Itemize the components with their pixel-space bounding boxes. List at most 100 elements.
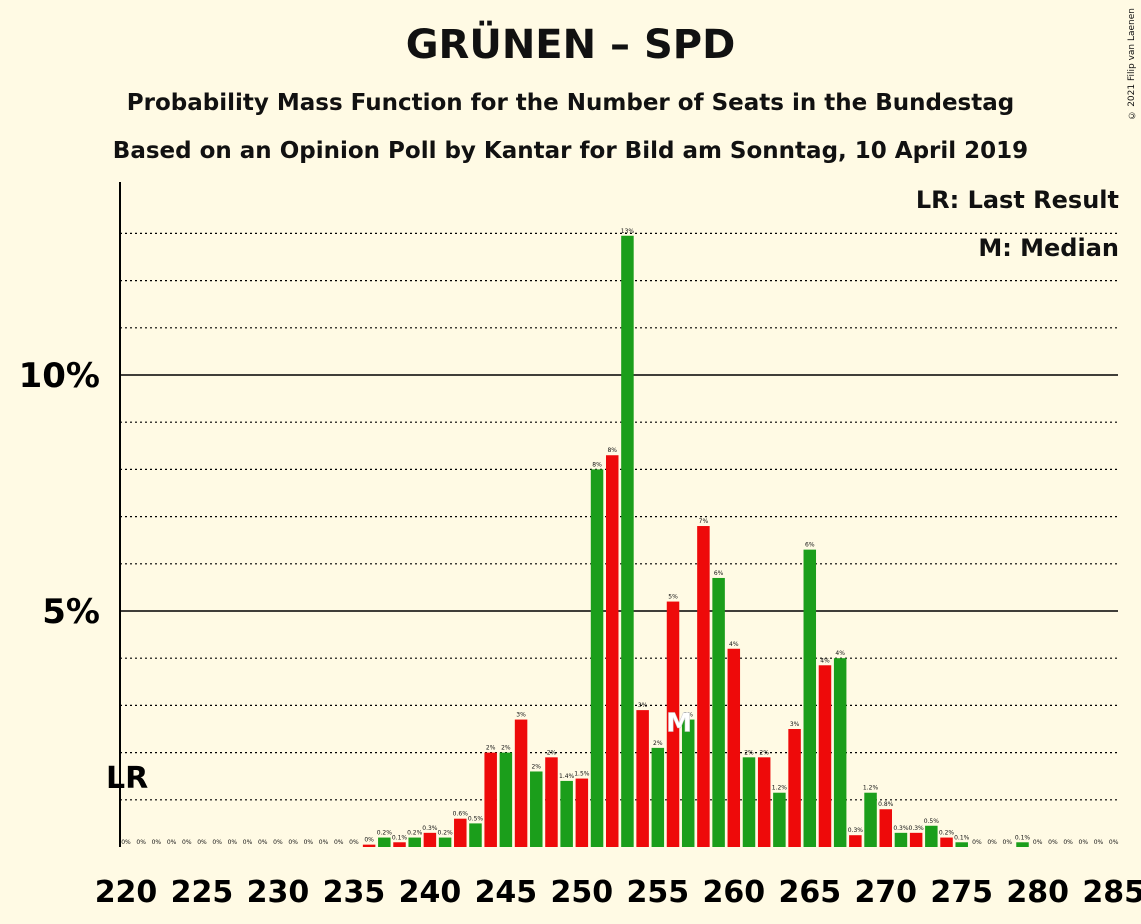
bar-label-seat-285: 0%	[1109, 839, 1119, 846]
bar-seat-265	[803, 549, 817, 847]
bar-label-seat-271: 0.3%	[893, 825, 909, 832]
bar-seat-246	[514, 719, 528, 847]
bar-label-seat-245: 2%	[501, 745, 511, 752]
bar-label-seat-234: 0%	[334, 839, 344, 846]
x-tick-label: 220	[95, 875, 158, 910]
bar-seat-244	[484, 752, 497, 847]
bar-seat-271	[894, 832, 908, 847]
x-tick-label: 275	[930, 875, 993, 910]
bar-label-seat-237: 0.2%	[377, 830, 393, 837]
bar-label-seat-236: 0%	[364, 837, 374, 844]
bar-seat-254	[636, 710, 649, 847]
bar-seat-279	[1016, 842, 1029, 847]
x-tick-label: 235	[323, 875, 386, 910]
bar-seat-275	[955, 842, 968, 847]
bar-label-seat-272: 0.3%	[909, 825, 925, 832]
bar-seat-272	[909, 832, 923, 847]
chart-subtitle: Probability Mass Function for the Number…	[126, 90, 1015, 116]
bar-label-seat-229: 0%	[258, 839, 268, 846]
bar-label-seat-250: 1.5%	[574, 771, 590, 778]
bar-label-seat-253: 13%	[621, 228, 635, 235]
bar-label-seat-261: 2%	[744, 749, 754, 756]
bar-label-seat-283: 0%	[1079, 839, 1089, 846]
bar-label-seat-254: 3%	[638, 702, 648, 709]
x-tick-label: 240	[399, 875, 462, 910]
bar-seat-274	[940, 837, 953, 847]
bar-label-seat-255: 2%	[653, 740, 663, 747]
bar-label-seat-241: 0.2%	[437, 830, 453, 837]
bar-seat-236	[362, 844, 376, 847]
bar-seat-253	[621, 235, 634, 847]
bar-seat-248	[545, 757, 558, 847]
bar-label-seat-273: 0.5%	[924, 818, 940, 825]
bar-label-seat-258: 7%	[699, 518, 709, 525]
bar-seat-252	[605, 455, 619, 847]
bar-label-seat-256: 5%	[668, 594, 678, 601]
x-tick-label: 225	[171, 875, 234, 910]
bar-label-seat-221: 0%	[136, 839, 146, 846]
bar-label-seat-232: 0%	[304, 839, 314, 846]
bar-label-seat-257: 3%	[683, 712, 693, 719]
bar-label-seat-233: 0%	[319, 839, 329, 846]
bar-seat-247	[530, 771, 543, 847]
bar-seat-263	[773, 792, 786, 847]
bar-label-seat-260: 4%	[729, 641, 739, 648]
bar-seat-243	[469, 823, 482, 847]
bar-label-seat-226: 0%	[212, 839, 222, 846]
x-tick-label: 270	[854, 875, 917, 910]
bar-label-seat-266: 4%	[820, 657, 830, 664]
bar-label-seat-231: 0%	[288, 839, 298, 846]
median-marker: M	[666, 709, 692, 739]
bar-label-seat-282: 0%	[1063, 839, 1073, 846]
bar-seat-262	[757, 757, 771, 847]
bar-label-seat-247: 2%	[531, 763, 541, 770]
bar-seat-268	[849, 835, 862, 847]
bar-label-seat-242: 0.6%	[453, 811, 469, 818]
bar-label-seat-275: 0.1%	[954, 834, 970, 841]
bar-label-seat-259: 6%	[714, 570, 724, 577]
bar-label-seat-243: 0.5%	[468, 815, 484, 822]
bar-seat-273	[925, 825, 938, 847]
bar-seat-239	[408, 837, 421, 847]
last-result-marker: LR	[106, 761, 148, 796]
bar-label-seat-244: 2%	[486, 745, 496, 752]
bar-seat-250	[575, 778, 589, 847]
bar-label-seat-251: 8%	[592, 461, 602, 468]
bar-seat-249	[560, 780, 573, 847]
bar-label-seat-220: 0%	[121, 839, 131, 846]
bar-label-seat-235: 0%	[349, 839, 359, 846]
bar-seat-259	[712, 577, 725, 847]
x-tick-label: 285	[1082, 875, 1141, 910]
bar-seat-257	[681, 719, 695, 847]
legend-last-result: LR: Last Result	[915, 186, 1119, 214]
bar-seat-270	[879, 809, 892, 847]
bar-label-seat-228: 0%	[243, 839, 253, 846]
bar-seat-258	[697, 526, 710, 847]
y-tick-label: 10%	[19, 356, 100, 396]
x-tick-label: 280	[1006, 875, 1069, 910]
x-tick-label: 230	[247, 875, 310, 910]
bar-label-seat-222: 0%	[152, 839, 162, 846]
bar-seat-242	[454, 818, 467, 847]
x-tick-label: 250	[551, 875, 614, 910]
chart-subtitle-source: Based on an Opinion Poll by Kantar for B…	[112, 138, 1029, 164]
x-tick-label: 245	[475, 875, 538, 910]
bar-seat-238	[393, 842, 406, 847]
bar-seat-260	[727, 648, 741, 847]
bar-label-seat-262: 2%	[759, 749, 769, 756]
bar-label-seat-280: 0%	[1033, 839, 1043, 846]
bar-seat-255	[651, 747, 665, 847]
bar-label-seat-246: 3%	[516, 712, 526, 719]
bar-label-seat-225: 0%	[197, 839, 207, 846]
bar-seat-267	[833, 658, 847, 847]
bar-seat-256	[666, 601, 680, 847]
bar-label-seat-240: 0.3%	[422, 825, 438, 832]
x-tick-label: 260	[702, 875, 765, 910]
bar-seat-237	[378, 837, 391, 847]
bar-seat-240	[423, 832, 437, 847]
bar-label-seat-267: 4%	[835, 650, 845, 657]
bar-seat-269	[864, 792, 877, 847]
x-tick-label: 255	[627, 875, 690, 910]
x-tick-label: 265	[778, 875, 841, 910]
